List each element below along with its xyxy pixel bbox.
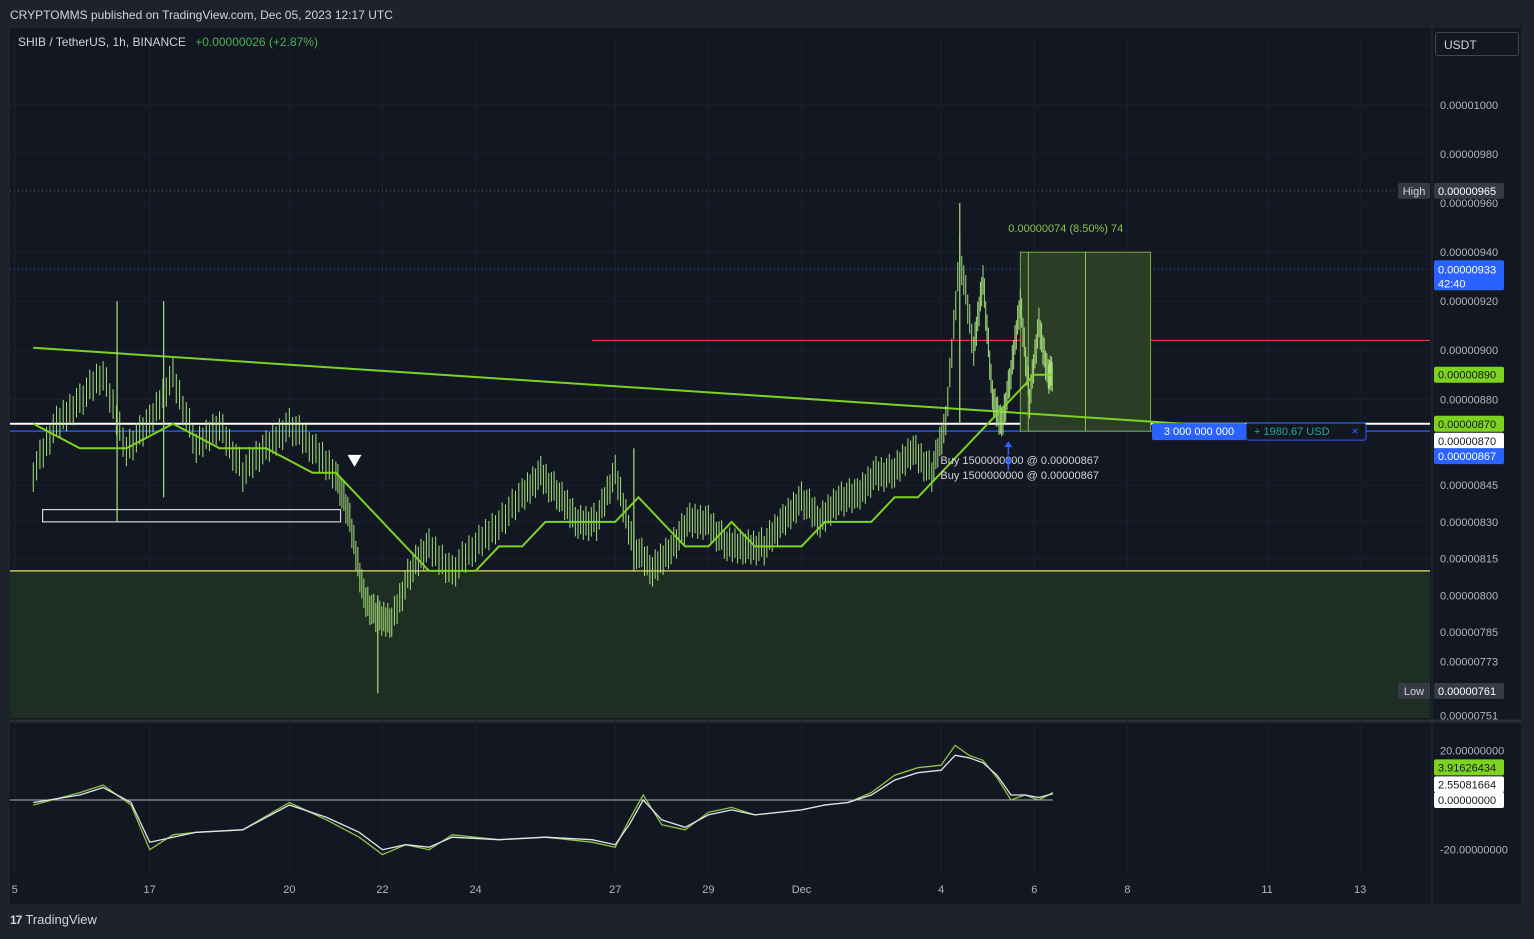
tradingview-logo-icon[interactable]: 17 — [10, 912, 22, 927]
x-tick-label: 20 — [283, 884, 295, 896]
osc-value-tag: 2.55081664 — [1438, 779, 1496, 791]
countdown-tag: 42:40 — [1438, 278, 1466, 290]
buy-arrow-icon — [1004, 441, 1013, 456]
buy-arrow-icon — [1004, 456, 1013, 471]
ma-value-tag-bg — [1434, 366, 1504, 383]
y-tick-label: 0.00000815 — [1440, 554, 1498, 566]
y-tick-label: 0.00000900 — [1440, 345, 1498, 357]
x-tick-label: 13 — [1354, 884, 1366, 896]
osc-y-tick-label: 20.00000000 — [1440, 745, 1504, 757]
y-tick-label: 0.00000830 — [1440, 517, 1498, 529]
position-qty-chip — [1152, 423, 1246, 441]
y-tick-label: 0.00001000 — [1440, 100, 1498, 112]
chart-frame[interactable] — [10, 28, 1521, 904]
osc-value-tag: 0.00000000 — [1438, 795, 1496, 807]
position-label: 0.00000074 (8.50%) 74 — [1008, 223, 1123, 235]
x-tick-label: 29 — [702, 884, 714, 896]
y-tick-label: 0.00000960 — [1440, 198, 1498, 210]
support-tag-bg — [1434, 415, 1504, 432]
osc-value-tag-bg — [1434, 759, 1504, 776]
x-tick-label: 11 — [1261, 884, 1272, 896]
sell-marker-icon — [347, 454, 362, 467]
price-change: +0.00000026 (+2.87%) — [195, 35, 318, 49]
low-tag: Low — [1404, 686, 1424, 698]
y-tick-label: 0.00000800 — [1440, 590, 1498, 602]
currency-selector[interactable]: USDT — [1435, 32, 1519, 56]
osc-series-line — [33, 754, 1054, 851]
highlight-zone — [10, 570, 1430, 718]
y-tick-label: 0.00000980 — [1440, 149, 1498, 161]
low-price-tag: 0.00000761 — [1438, 686, 1496, 698]
y-tick-label: 0.00000751 — [1440, 711, 1498, 723]
current-price-tag-bg — [1434, 260, 1504, 291]
buy-arrow-head — [1004, 441, 1013, 448]
ma-value-tag: 0.00000890 — [1438, 370, 1496, 382]
x-tick-label: 22 — [376, 884, 388, 896]
current-price-tag: 0.00000933 — [1438, 264, 1496, 276]
support-alt-tag: 0.00000870 — [1438, 436, 1496, 448]
high-tag: High — [1403, 186, 1426, 198]
x-tick-label: 8 — [1124, 884, 1130, 896]
osc-y-tick-label: -20.00000000 — [1440, 845, 1508, 857]
high-price-tag-bg — [1434, 182, 1504, 199]
entry-tag-bg — [1434, 448, 1504, 465]
range-box — [41, 508, 342, 523]
osc-value-tag-bg — [1434, 776, 1504, 793]
position-pnl: + 1980.67 USD — [1254, 426, 1330, 438]
osc-value-tag-bg — [1434, 792, 1504, 808]
symbol-title: SHIB / TetherUS, 1h, BINANCE — [18, 35, 186, 49]
osc-value-tag: 3.91626434 — [1438, 762, 1496, 774]
y-tick-label: 0.00000940 — [1440, 247, 1498, 259]
x-tick-label: 6 — [1031, 884, 1037, 896]
y-tick-label: 0.00000773 — [1440, 657, 1498, 669]
high-price-tag: 0.00000965 — [1438, 186, 1496, 198]
y-tick-label: 0.00000845 — [1440, 480, 1498, 492]
publisher-info: CRYPTOMMS published on TradingView.com, … — [10, 8, 393, 22]
y-tick-label: 0.00000880 — [1440, 394, 1498, 406]
trade-label: Buy 1500000000 @ 0.00000867 — [940, 470, 1099, 482]
high-tag-bg — [1398, 182, 1430, 199]
symbol-legend[interactable]: SHIB / TetherUS, 1h, BINANCE +0.00000026… — [18, 35, 318, 49]
footer-brand: TradingView — [25, 912, 97, 927]
low-price-tag-bg — [1434, 683, 1504, 700]
y-tick-label: 0.00000785 — [1440, 627, 1498, 639]
low-tag-bg — [1398, 683, 1430, 700]
x-tick-label: 4 — [938, 884, 944, 896]
support-alt-tag-bg — [1434, 432, 1504, 449]
position-pnl-chip — [1245, 422, 1367, 441]
footer: 17 TradingView — [10, 912, 97, 927]
buy-arrow-head — [1004, 456, 1013, 463]
trendline — [33, 346, 1184, 425]
x-tick-label: 17 — [144, 884, 156, 896]
support-tag: 0.00000870 — [1438, 419, 1496, 431]
position-quantity: 3 000 000 000 — [1164, 426, 1234, 438]
y-tick-label: 0.00000920 — [1440, 296, 1498, 308]
moving-average-line — [32, 373, 1053, 572]
x-tick-label: Dec — [792, 884, 812, 896]
top-bar: CRYPTOMMS published on TradingView.com, … — [0, 0, 1534, 28]
close-icon: × — [1351, 424, 1358, 438]
entry-tag: 0.00000867 — [1438, 451, 1496, 463]
x-tick-label: 5 — [12, 884, 18, 896]
trade-label: Buy 1500000000 @ 0.00000867 — [940, 455, 1099, 467]
x-tick-label: 27 — [609, 884, 621, 896]
x-tick-label: 24 — [469, 884, 481, 896]
